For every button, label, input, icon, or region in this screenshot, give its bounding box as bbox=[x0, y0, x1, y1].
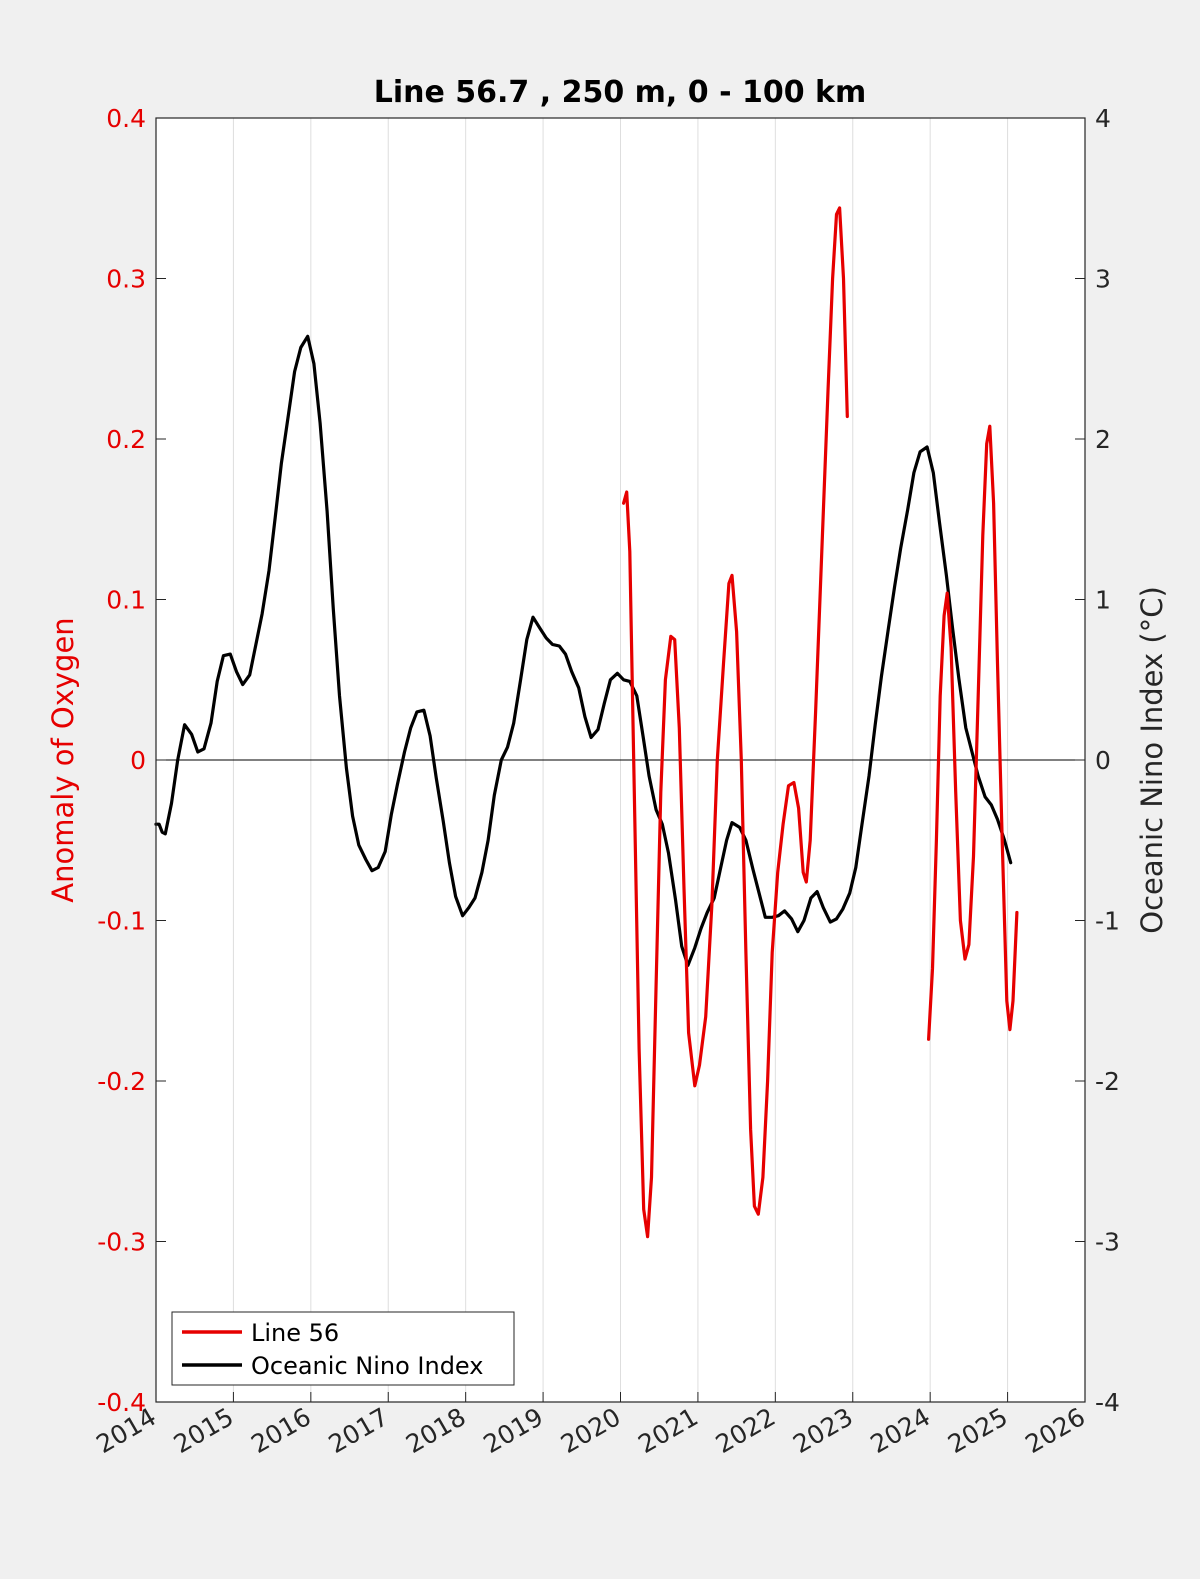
y-left-tick-label: -0.2 bbox=[97, 1067, 146, 1096]
x-tick-label: 2015 bbox=[169, 1402, 239, 1459]
chart-title: Line 56.7 , 250 m, 0 - 100 km bbox=[374, 75, 867, 110]
y-right-tick-label: 0 bbox=[1095, 746, 1111, 775]
legend-oni-label: Oceanic Nino Index bbox=[251, 1352, 483, 1380]
y-right-tick-label: 2 bbox=[1095, 425, 1111, 454]
y-axis-right-label: Oceanic Nino Index (°C) bbox=[1135, 586, 1169, 934]
legend-line56-label: Line 56 bbox=[251, 1319, 339, 1347]
y-right-tick-label: -2 bbox=[1095, 1067, 1120, 1096]
y-right-tick-label: 4 bbox=[1095, 104, 1111, 133]
y-left-tick-label: -0.4 bbox=[97, 1388, 146, 1417]
x-tick-label: 2017 bbox=[324, 1402, 394, 1459]
x-tick-label: 2026 bbox=[1020, 1402, 1090, 1459]
series-line-56-segment-1 bbox=[621, 206, 849, 1239]
x-tick-label: 2024 bbox=[866, 1402, 936, 1459]
y-right-tick-label: 3 bbox=[1095, 265, 1111, 294]
x-tick-label: 2020 bbox=[556, 1402, 626, 1459]
y-right-tick-label: 1 bbox=[1095, 586, 1111, 615]
y-left-tick-label: 0.4 bbox=[106, 104, 146, 133]
legend-box bbox=[171, 1311, 515, 1386]
y-right-tick-label: -4 bbox=[1095, 1388, 1120, 1417]
y-left-tick-label: -0.3 bbox=[97, 1228, 146, 1257]
x-tick-label: 2016 bbox=[246, 1402, 316, 1459]
x-tick-label: 2019 bbox=[478, 1402, 548, 1459]
y-right-tick-label: -1 bbox=[1095, 907, 1120, 936]
x-tick-label: 2025 bbox=[943, 1402, 1013, 1459]
y-left-tick-label: -0.1 bbox=[97, 907, 146, 936]
y-left-tick-label: 0.3 bbox=[106, 265, 146, 294]
legend: Line 56 Oceanic Nino Index bbox=[171, 1311, 515, 1386]
y-right-tick-label: -3 bbox=[1095, 1228, 1120, 1257]
series-oceanic-nino-index-segment-1 bbox=[154, 334, 1013, 968]
y-left-tick-label: 0.2 bbox=[106, 425, 146, 454]
y-left-tick-label: 0 bbox=[130, 746, 146, 775]
x-tick-label: 2018 bbox=[401, 1402, 471, 1459]
y-left-tick-label: 0.1 bbox=[106, 586, 146, 615]
x-tick-label: 2022 bbox=[711, 1402, 781, 1459]
x-tick-label: 2021 bbox=[633, 1402, 703, 1459]
y-axis-left-label: Anomaly of Oxygen bbox=[46, 617, 80, 902]
x-tick-label: 2023 bbox=[788, 1402, 858, 1459]
series-line-56-segment-2 bbox=[926, 424, 1019, 1041]
